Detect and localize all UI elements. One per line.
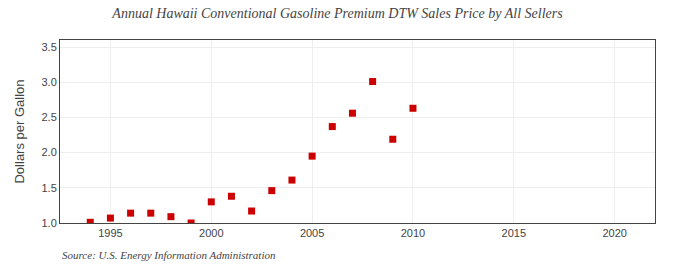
- svg-text:1.5: 1.5: [42, 182, 57, 194]
- svg-text:2.0: 2.0: [42, 146, 57, 158]
- svg-text:2020: 2020: [602, 227, 626, 239]
- svg-text:Source: U.S. Energy Informatio: Source: U.S. Energy Information Administ…: [62, 249, 276, 261]
- svg-text:3.5: 3.5: [42, 41, 57, 53]
- svg-text:2015: 2015: [502, 227, 526, 239]
- svg-text:2000: 2000: [199, 227, 223, 239]
- svg-text:1995: 1995: [98, 227, 122, 239]
- svg-text:2005: 2005: [300, 227, 324, 239]
- svg-text:2.5: 2.5: [42, 111, 57, 123]
- svg-text:Annual Hawaii Conventional Gas: Annual Hawaii Conventional Gasoline Prem…: [111, 6, 563, 21]
- svg-text:3.0: 3.0: [42, 76, 57, 88]
- svg-text:2010: 2010: [401, 227, 425, 239]
- svg-text:Dollars per Gallon: Dollars per Gallon: [12, 79, 27, 183]
- svg-text:1.0: 1.0: [42, 217, 57, 229]
